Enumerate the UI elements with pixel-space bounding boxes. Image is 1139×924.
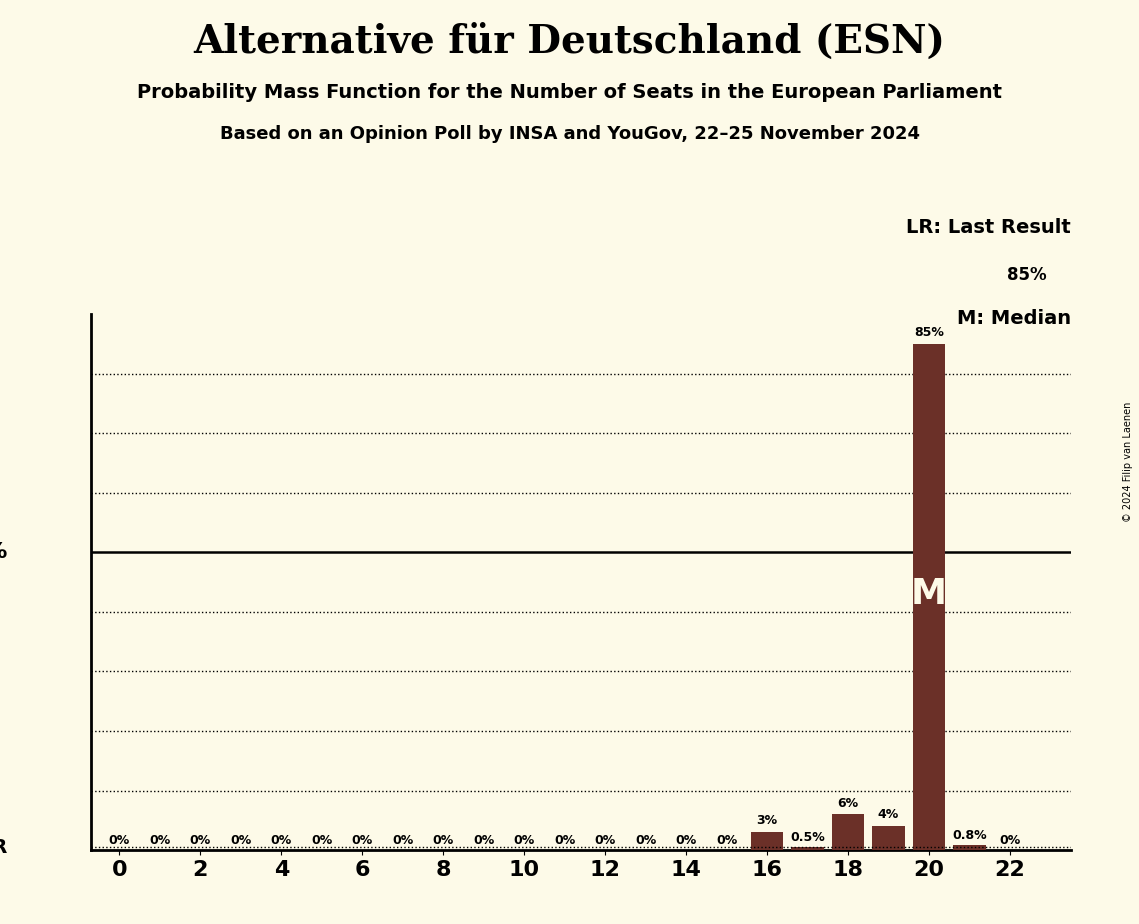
- Text: 0%: 0%: [716, 834, 737, 847]
- Text: 0%: 0%: [311, 834, 333, 847]
- Text: 0%: 0%: [109, 834, 130, 847]
- Text: 50%: 50%: [0, 542, 8, 563]
- Bar: [831, 814, 865, 850]
- Text: Probability Mass Function for the Number of Seats in the European Parliament: Probability Mass Function for the Number…: [137, 83, 1002, 103]
- Text: 0%: 0%: [595, 834, 616, 847]
- Text: M: M: [911, 577, 947, 611]
- Text: 0%: 0%: [636, 834, 656, 847]
- Text: 0%: 0%: [271, 834, 292, 847]
- Text: 85%: 85%: [1007, 266, 1046, 284]
- Text: © 2024 Filip van Laenen: © 2024 Filip van Laenen: [1123, 402, 1133, 522]
- Text: LR: Last Result: LR: Last Result: [906, 218, 1071, 237]
- Text: 0%: 0%: [473, 834, 494, 847]
- Text: 0%: 0%: [352, 834, 372, 847]
- Text: 0%: 0%: [514, 834, 535, 847]
- Text: 0.8%: 0.8%: [952, 829, 986, 842]
- Text: 0%: 0%: [149, 834, 171, 847]
- Text: 0%: 0%: [433, 834, 454, 847]
- Text: 85%: 85%: [915, 326, 944, 339]
- Text: Based on an Opinion Poll by INSA and YouGov, 22–25 November 2024: Based on an Opinion Poll by INSA and You…: [220, 125, 919, 142]
- Bar: [792, 847, 823, 850]
- Text: 3%: 3%: [756, 814, 778, 828]
- Bar: [751, 833, 784, 850]
- Bar: [872, 826, 904, 850]
- Text: 0%: 0%: [999, 834, 1021, 847]
- Text: 0%: 0%: [554, 834, 575, 847]
- Text: 0%: 0%: [675, 834, 697, 847]
- Bar: [953, 845, 985, 850]
- Text: M: Median: M: Median: [957, 309, 1071, 328]
- Text: 0%: 0%: [392, 834, 413, 847]
- Text: LR: LR: [0, 837, 8, 857]
- Bar: [912, 344, 945, 850]
- Text: 0.5%: 0.5%: [790, 831, 825, 844]
- Text: 0%: 0%: [190, 834, 211, 847]
- Text: Alternative für Deutschland (ESN): Alternative für Deutschland (ESN): [194, 23, 945, 61]
- Text: 0%: 0%: [230, 834, 252, 847]
- Text: 4%: 4%: [878, 808, 899, 821]
- Text: 6%: 6%: [837, 796, 859, 809]
